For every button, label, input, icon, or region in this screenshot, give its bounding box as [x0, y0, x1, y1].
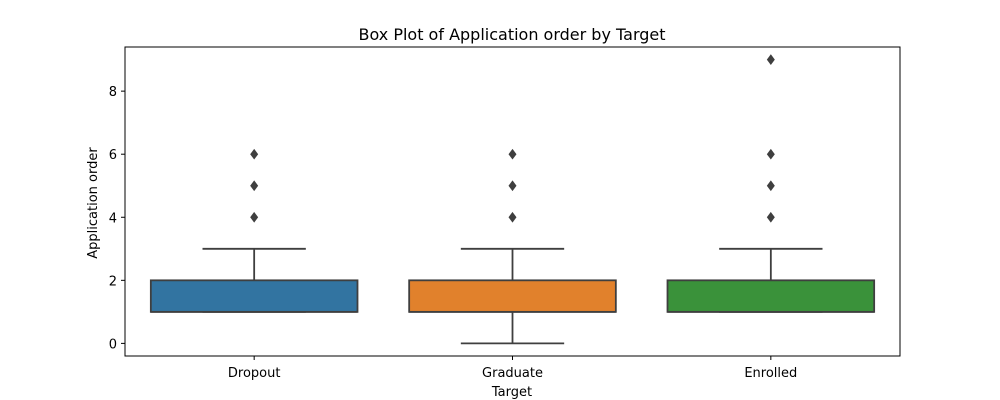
outlier-point: [766, 211, 775, 223]
chart-title: Box Plot of Application order by Target: [358, 25, 665, 44]
outlier-point: [508, 180, 517, 192]
outlier-point: [250, 211, 259, 223]
iqr-box: [666, 279, 876, 313]
box-graduate: [408, 148, 617, 345]
outlier-point: [508, 211, 517, 223]
outlier-point: [250, 148, 259, 160]
outlier-point: [766, 180, 775, 192]
x-tick-label: Graduate: [482, 366, 543, 381]
iqr-box: [408, 279, 617, 313]
y-tick-label: 6: [109, 148, 117, 163]
iqr-box: [149, 279, 359, 313]
y-tick-label: 0: [109, 337, 117, 352]
y-tick-label: 4: [109, 211, 117, 226]
x-axis-label: Target: [491, 385, 532, 400]
outlier-point: [508, 148, 517, 160]
outlier-point: [250, 180, 259, 192]
box-dropout: [149, 148, 359, 313]
y-tick-label: 8: [109, 85, 117, 100]
x-tick-label: Enrolled: [744, 366, 797, 381]
plot-area: 0 2 4 6 8 Dropout Graduate Enrolled: [109, 54, 876, 381]
outlier-point: [766, 148, 775, 160]
box-enrolled: [666, 54, 876, 313]
outlier-point: [766, 54, 775, 65]
y-axis-label: Application order: [86, 147, 101, 259]
axes-frame: [124, 46, 901, 357]
x-tick-label: Dropout: [228, 366, 281, 381]
y-tick-label: 2: [109, 274, 117, 289]
